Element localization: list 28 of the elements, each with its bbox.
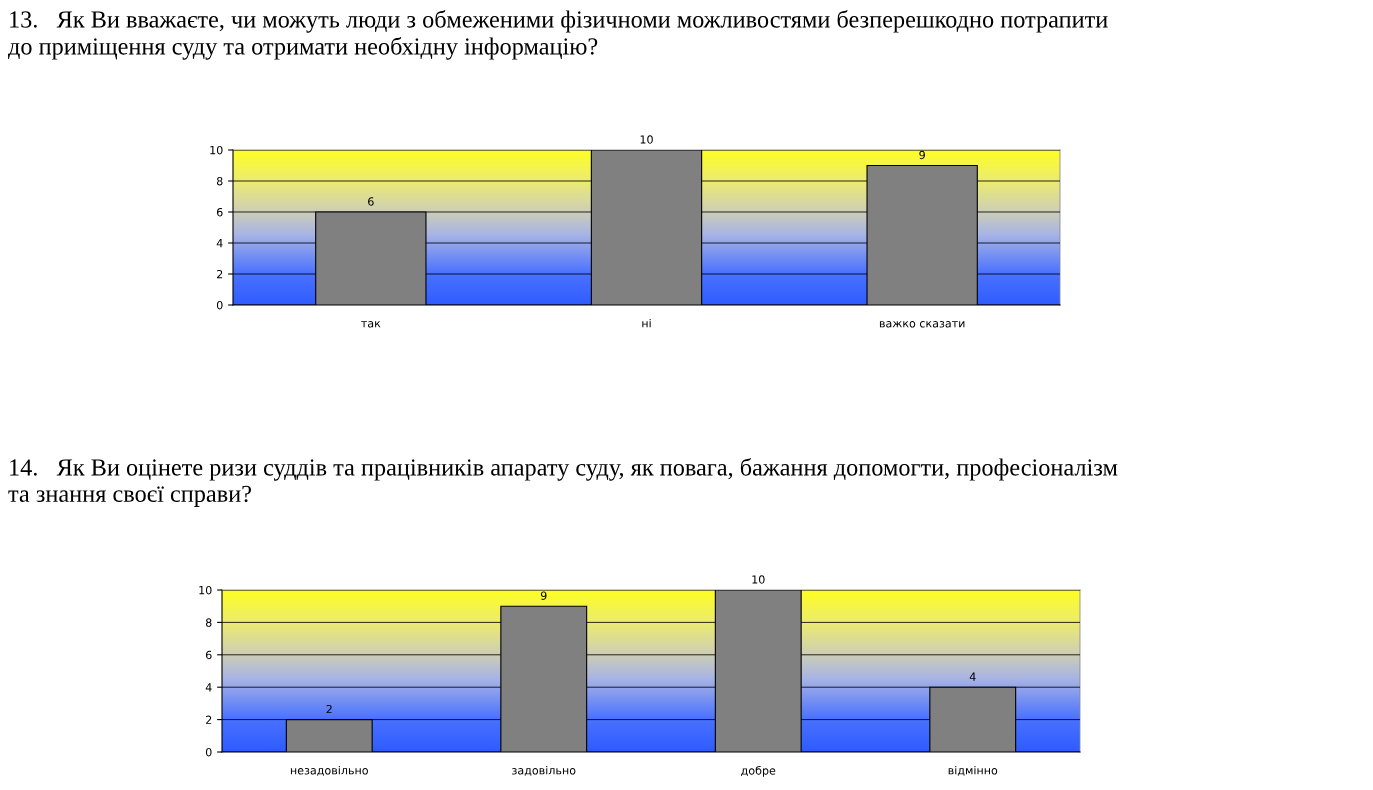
data-label: 6 bbox=[368, 197, 374, 206]
y-tick-label: 0 bbox=[216, 300, 223, 310]
y-tick-label: 8 bbox=[216, 176, 223, 186]
y-tick-label: 6 bbox=[205, 650, 212, 660]
x-tick-label: відмінно bbox=[948, 765, 998, 776]
data-label: 2 bbox=[326, 704, 332, 714]
y-tick-label: 2 bbox=[206, 715, 212, 724]
chart-title: 14. Як Ви оцінете ризи суддів та працівників апарату суду, як повага, бажання допомогти, професіоналізм та знання своєї справи? bbox=[8, 458, 1118, 507]
y-tick-label: 4 bbox=[205, 683, 212, 692]
y-tick-label: 4 bbox=[216, 239, 223, 248]
data-label: 9 bbox=[919, 150, 925, 160]
y-tick-label: 10 bbox=[210, 145, 223, 155]
x-tick-label: так bbox=[361, 321, 381, 328]
y-tick-label: 8 bbox=[205, 618, 212, 627]
y-tick-label: 6 bbox=[216, 207, 223, 217]
y-tick-label: 10 bbox=[199, 585, 212, 595]
x-tick-label: важко сказати bbox=[879, 321, 965, 328]
data-label: 10 bbox=[752, 575, 765, 584]
x-tick-label: задовільно bbox=[512, 765, 576, 776]
y-tick-label: 2 bbox=[217, 269, 223, 279]
x-tick-label: незадовільно bbox=[290, 765, 368, 776]
data-label: 4 bbox=[969, 672, 976, 681]
x-tick-label: ні bbox=[642, 318, 651, 328]
data-label: 9 bbox=[540, 591, 547, 600]
y-tick-label: 0 bbox=[205, 747, 212, 757]
x-tick-label: добре bbox=[741, 765, 776, 777]
data-label: 10 bbox=[640, 135, 653, 144]
chart-title: 13. Як Ви вважаєте, чи можуть люди з обмеженими фізичноми можливостями безперешкодно потрапити до приміщення суду та отримати необхідну інформацію? bbox=[8, 10, 1108, 60]
